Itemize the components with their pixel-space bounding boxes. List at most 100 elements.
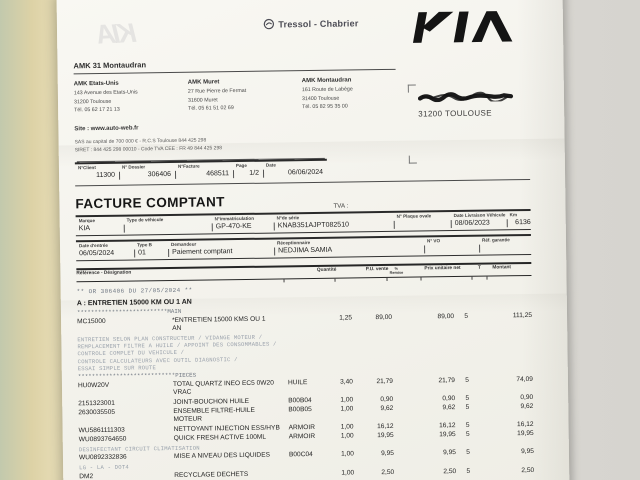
line-ref: 2630035505 bbox=[78, 408, 116, 417]
line-t: 5 bbox=[466, 467, 471, 475]
line-net: 0,90 bbox=[442, 394, 456, 402]
line-qty: 1,00 bbox=[341, 469, 355, 477]
line-ref: 2151323001 bbox=[78, 399, 115, 407]
service-advisor: NEDJIMA SAMIA bbox=[274, 244, 425, 256]
line-qty: 1,25 bbox=[339, 314, 353, 322]
line-net: 9,62 bbox=[442, 404, 456, 412]
line-pu: 89,00 bbox=[375, 313, 393, 322]
vehicle-table: Marque Type de véhicule N°immatriculatio… bbox=[75, 208, 531, 236]
line-t: 5 bbox=[465, 394, 470, 402]
line-net: 16,12 bbox=[438, 421, 456, 429]
line-qty: 1,00 bbox=[340, 395, 354, 404]
doc-info-header: N°Client bbox=[77, 164, 96, 170]
doc-info-header: N°Facture bbox=[177, 163, 200, 169]
line-amt: 74,09 bbox=[516, 375, 533, 384]
entry-table: Date d'entrée Type B Demandeur Réception… bbox=[75, 233, 532, 261]
line-net: 21,79 bbox=[438, 377, 455, 385]
line-code: ARMOIR bbox=[288, 423, 315, 431]
line-t: 5 bbox=[464, 312, 469, 320]
line-t: 5 bbox=[466, 449, 470, 457]
doc-info-header: N° Dossier bbox=[121, 163, 146, 170]
line-desc: QUICK FRESH ACTIVE 100ML bbox=[173, 433, 267, 442]
envelope-window-corner-icon bbox=[407, 84, 416, 93]
line-code: B00B04 bbox=[288, 396, 312, 404]
line-desc: RECYCLAGE DECHETS bbox=[174, 470, 249, 479]
tressol-chabrier-logo-icon bbox=[263, 18, 275, 30]
line-code: B00C04 bbox=[288, 451, 313, 459]
redacted-name-scribble bbox=[417, 91, 514, 103]
mileage: 6136 bbox=[506, 218, 531, 227]
doc-info-header: Page bbox=[235, 162, 247, 168]
line-net: 9,95 bbox=[443, 449, 456, 457]
line-ref: DM2 bbox=[79, 472, 94, 480]
line-ref: WU0892332836 bbox=[78, 454, 127, 462]
line-pu: 21,79 bbox=[376, 377, 393, 386]
line-t: 5 bbox=[465, 421, 470, 429]
line-ref: HU0W20V bbox=[77, 381, 110, 390]
line-pu: 2,50 bbox=[381, 468, 395, 476]
line-desc: ENSEMBLE FILTRE-HUILE MOTEUR bbox=[173, 406, 255, 423]
line-t: 5 bbox=[465, 430, 470, 438]
ink-bleed-watermark: KIA bbox=[98, 17, 138, 50]
line-net: 19,95 bbox=[439, 431, 456, 439]
line-ref: WU5861111303 bbox=[78, 426, 125, 434]
line-amt: 0,90 bbox=[520, 393, 534, 401]
line-amt: 2,50 bbox=[521, 466, 535, 474]
line-net: 2,50 bbox=[443, 467, 457, 476]
line-amt: 19,95 bbox=[517, 429, 534, 438]
line-qty: 1,00 bbox=[340, 432, 354, 440]
recipient-city: 31200 TOULOUSE bbox=[418, 108, 493, 119]
line-desc: JOINT-BOUCHON HUILE bbox=[173, 397, 250, 406]
entry-date: 06/05/2024 bbox=[79, 249, 115, 257]
client-number: 11300 bbox=[96, 171, 116, 179]
line-amt: 9,62 bbox=[520, 402, 534, 411]
line-qty: 3,40 bbox=[340, 378, 353, 386]
line-code: ARMOIR bbox=[288, 433, 316, 441]
line-amt: 9,95 bbox=[521, 448, 534, 456]
invoice-paper: KIA Tressol - Chabrier AMK 31 Montaudran bbox=[56, 0, 570, 480]
line-t: 5 bbox=[465, 376, 469, 384]
kia-logo-icon bbox=[407, 9, 530, 50]
requester: Paiement comptant bbox=[168, 247, 275, 257]
dealer-group-name: Tressol - Chabrier bbox=[278, 17, 359, 29]
line-pu: 19,95 bbox=[377, 431, 394, 440]
doc-info-table: N°Client N° Dossier N°Facture Page Date … bbox=[74, 158, 328, 182]
invoice-date: 06/06/2024 bbox=[262, 168, 328, 178]
location-muret: AMK Muret 27 Rue Pierre de Fermat 31600 … bbox=[187, 79, 247, 112]
invoice-number: 468511 bbox=[174, 169, 234, 179]
line-amt: 16,12 bbox=[516, 420, 534, 428]
line-desc: TOTAL QUARTZ INEO EC5 0W20 VRAC bbox=[172, 379, 274, 396]
legal-block: SAS au capital de 700 000 € - R.C.S Toul… bbox=[75, 133, 551, 155]
dossier-number: 306406 bbox=[118, 170, 176, 180]
invoice-header: KIA Tressol - Chabrier bbox=[73, 7, 550, 60]
line-code bbox=[287, 315, 331, 332]
line-desc: *ENTRETIEN 15000 KMS OU 1 AN bbox=[172, 315, 266, 332]
tva-label: TVA : bbox=[333, 202, 349, 210]
vin-number: KNAB351AJPT082510 bbox=[273, 220, 394, 231]
line-qty: 1,00 bbox=[340, 422, 354, 431]
envelope-window-corner-icon bbox=[408, 155, 417, 164]
vo-number bbox=[424, 244, 480, 253]
location-montaudran: AMK Montaudran 161 Route de Labège 31400… bbox=[301, 77, 353, 110]
line-pu: 0,90 bbox=[380, 395, 394, 403]
line-t: 5 bbox=[465, 403, 470, 411]
page-number: 1/2 bbox=[232, 169, 264, 178]
line-ref: WU0893764650 bbox=[78, 435, 127, 444]
line-desc: MISE A NIVEAU DES LIQUIDES bbox=[173, 452, 271, 461]
registration-plate: GP-470-KE bbox=[211, 222, 274, 231]
line-pu: 16,12 bbox=[376, 422, 394, 430]
line-ref: MC15000 bbox=[77, 317, 106, 326]
warranty-ref bbox=[479, 243, 532, 253]
line-pu: 9,62 bbox=[380, 404, 394, 413]
oval-plate bbox=[393, 219, 451, 229]
address-block: AMK Etats-Unis 143 Avenue des Etats-Unis… bbox=[73, 74, 551, 164]
line-desc: NETTOYANT INJECTION ESS/HYB bbox=[173, 424, 280, 433]
dealer-group-logo: Tressol - Chabrier bbox=[263, 17, 359, 30]
page-title: FACTURE COMPTANT bbox=[75, 193, 225, 211]
line-net: 89,00 bbox=[437, 313, 455, 321]
location-etats-unis: AMK Etats-Unis 143 Avenue des Etats-Unis… bbox=[73, 80, 138, 114]
line-code: HUILE bbox=[287, 379, 308, 387]
recipient-block: 31200 TOULOUSE bbox=[407, 84, 558, 164]
items-rows: ** OR 306406 DU 27/05/2024 ** A : ENTRETI… bbox=[77, 281, 556, 480]
